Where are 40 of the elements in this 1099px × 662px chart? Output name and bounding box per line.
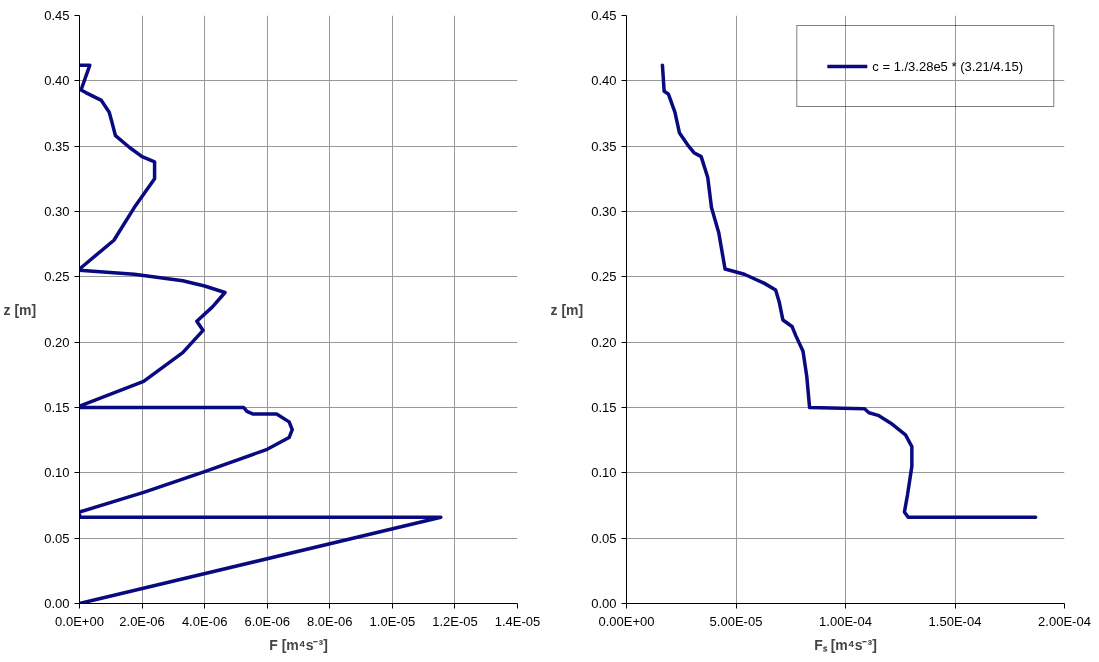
y-tick-label: 0.05: [44, 530, 70, 546]
y-tick-label: 0.10: [591, 465, 617, 481]
line-series: [660, 63, 1038, 520]
x-tick-label: 1.2E-05: [432, 613, 478, 629]
y-tick-label: 0.20: [591, 334, 617, 350]
y-tick-label: 0.40: [44, 73, 70, 89]
legend-label: c = 1./3.28e5 * (3.21/4.15): [872, 58, 1023, 74]
x-tick-label: 1.0E-05: [369, 613, 416, 629]
y-tick-label: 0.45: [44, 8, 70, 23]
y-axis-title: z [m]: [550, 301, 584, 318]
x-axis-title: F [m⁴s⁻³]: [269, 636, 328, 653]
y-tick-label: 0.00: [44, 596, 70, 611]
y-tick-label: 0.45: [591, 8, 617, 23]
line-series: [79, 63, 443, 604]
y-tick-label: 0.40: [591, 73, 617, 89]
y-tick-label: 0.30: [44, 204, 70, 219]
y-tick-label: 0.20: [44, 334, 70, 350]
y-tick-label: 0.10: [44, 465, 70, 481]
x-tick-label: 4.0E-06: [181, 613, 228, 629]
y-axis-title: z [m]: [3, 301, 37, 318]
y-tick-label: 0.25: [591, 269, 617, 285]
y-tick-label: 0.35: [591, 138, 617, 154]
x-axis-title: Fₛ [m⁴s⁻³]: [814, 636, 877, 653]
y-tick-label: 0.35: [44, 138, 70, 154]
x-tick-label: 0.00E+00: [598, 613, 655, 629]
x-tick-label: 8.0E-06: [307, 613, 353, 629]
x-tick-label: 5.00E-05: [709, 613, 763, 629]
y-tick-label: 0.30: [591, 204, 617, 219]
y-tick-label: 0.25: [44, 269, 70, 285]
x-tick-label: 0.0E+00: [55, 613, 104, 629]
x-tick-label: 6.0E-06: [244, 613, 290, 629]
x-tick-label: 2.0E-06: [119, 613, 165, 629]
y-tick-label: 0.05: [591, 530, 617, 546]
y-tick-label: 0.15: [44, 400, 70, 415]
x-tick-label: 1.4E-05: [494, 613, 541, 629]
x-tick-label: 1.00E-04: [819, 613, 872, 629]
y-tick-label: 0.00: [591, 596, 617, 611]
y-tick-label: 0.15: [591, 400, 617, 415]
x-tick-label: 1.50E-04: [928, 613, 982, 629]
x-tick-label: 2.00E-04: [1038, 613, 1091, 629]
